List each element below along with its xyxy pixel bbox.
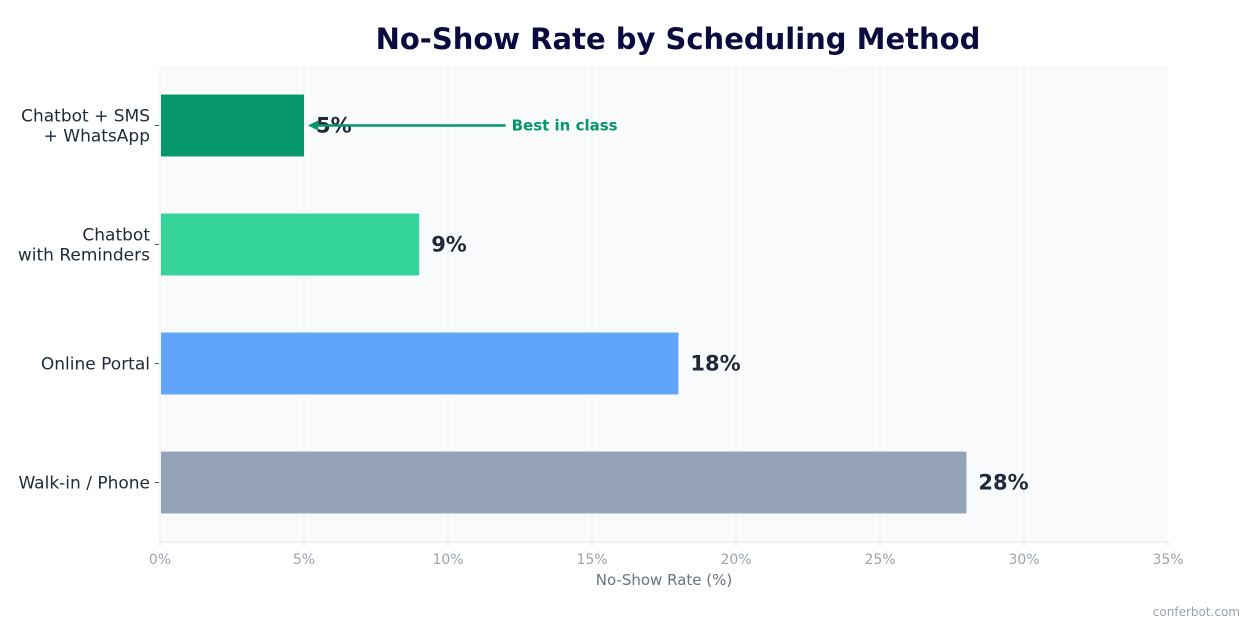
bar [161,94,304,157]
category-label: Walk-in / Phone [18,474,150,494]
annotation-text: Best in class [512,117,618,135]
grid-lines [159,66,1168,543]
category-label: Chatbot [82,226,150,246]
x-tick-label: 20% [720,552,751,568]
x-tick-label: 5% [293,552,315,568]
x-tick-label: 35% [1152,552,1183,568]
x-tick-label: 30% [1008,552,1039,568]
x-axis-label: No-Show Rate (%) [596,571,732,589]
category-label: Chatbot + SMS [21,107,150,127]
x-tick-label: 15% [576,552,607,568]
chart-title: No-Show Rate by Scheduling Method [376,22,981,56]
x-axis-ticks: 0% 5% 10% 15% 20% 25% 30% 35% [149,542,1184,568]
bars [161,94,967,514]
watermark: conferbot.com [1153,605,1240,619]
x-tick-label: 25% [864,552,895,568]
bar [161,451,967,514]
category-label: + WhatsApp [44,127,150,147]
category-label: Online Portal [41,355,150,375]
bar [161,213,420,276]
annotation: Best in class [308,117,618,135]
bar [161,332,679,395]
x-tick-label: 10% [432,552,463,568]
value-label: 9% [431,233,467,257]
value-label: 28% [978,471,1028,495]
category-label: with Reminders [18,246,150,266]
value-label: 18% [690,352,740,376]
annotation-arrow-head [308,120,318,131]
x-tick-label: 0% [149,552,171,568]
